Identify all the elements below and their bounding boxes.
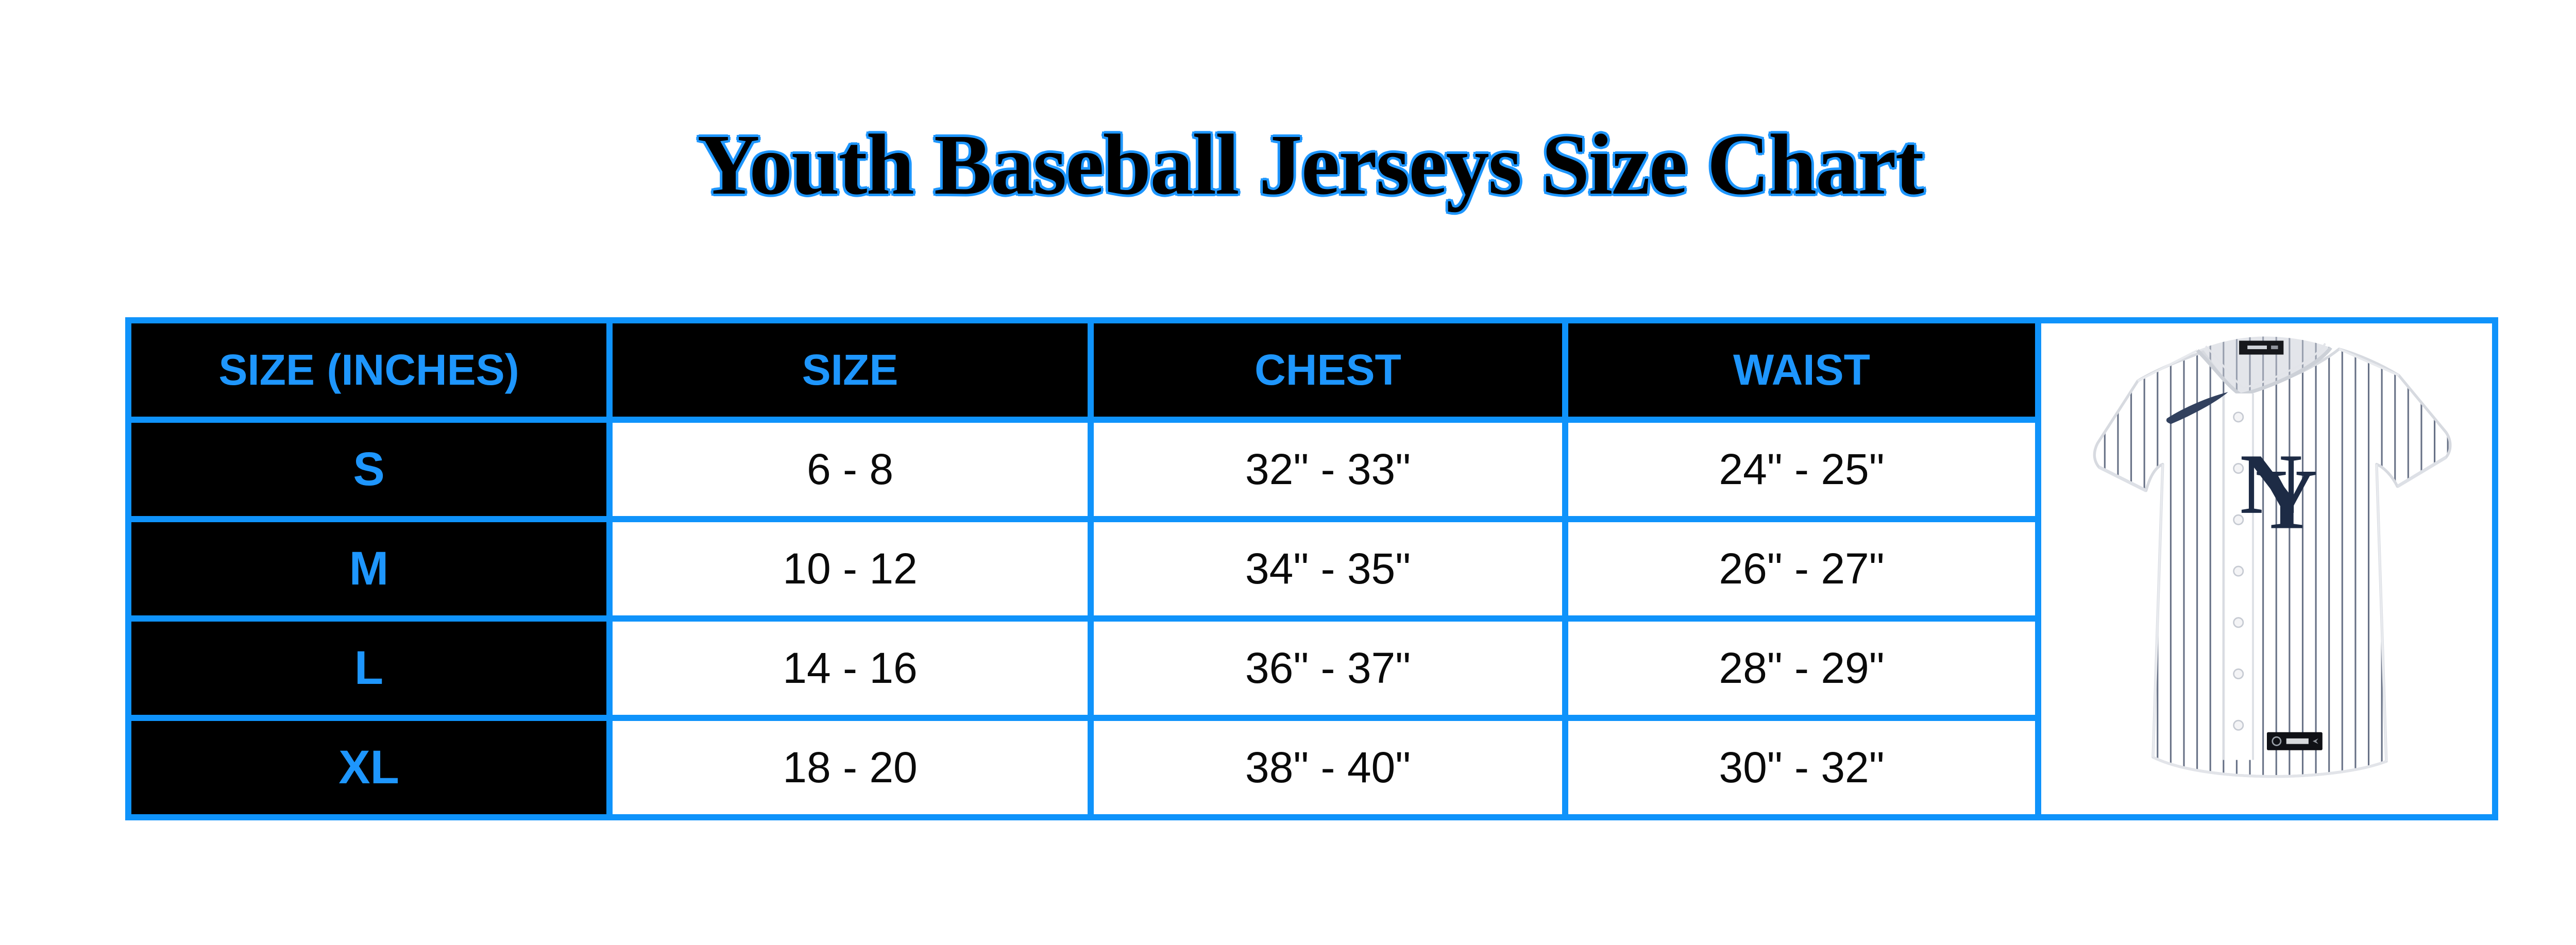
jersey-buttons bbox=[2232, 411, 2244, 731]
cell-waist-xl: 30" - 32" bbox=[1568, 721, 2035, 814]
neck-size-tag bbox=[2239, 340, 2283, 355]
cell-size-xl: 18 - 20 bbox=[613, 721, 1088, 814]
hem-seam bbox=[2152, 755, 2387, 778]
cell-waist-s: 24" - 25" bbox=[1568, 423, 2035, 516]
cell-size-s: 6 - 8 bbox=[613, 423, 1088, 516]
row-label-xl: XL bbox=[131, 721, 606, 814]
jersey-body bbox=[2093, 342, 2452, 778]
cell-chest-l: 36" - 37" bbox=[1094, 622, 1562, 715]
row-label-m: M bbox=[131, 522, 606, 615]
ny-logo-icon: N Y bbox=[2240, 436, 2317, 547]
nike-swoosh-icon bbox=[2166, 391, 2228, 424]
header-size-inches: SIZE (INCHES) bbox=[131, 323, 606, 417]
cell-size-m: 10 - 12 bbox=[613, 522, 1088, 615]
jersey-placket bbox=[2223, 393, 2254, 760]
jersey-image-cell: N Y bbox=[2041, 323, 2492, 814]
row-label-l: L bbox=[131, 622, 606, 715]
header-size: SIZE bbox=[613, 323, 1088, 417]
jock-tag bbox=[2266, 732, 2323, 750]
header-waist: WAIST bbox=[1568, 323, 2035, 417]
cell-chest-xl: 38" - 40" bbox=[1094, 721, 1562, 814]
svg-text:Y: Y bbox=[2255, 452, 2317, 547]
page-title: Youth Baseball Jerseys Size Chart bbox=[697, 117, 1924, 213]
cell-chest-m: 34" - 35" bbox=[1094, 522, 1562, 615]
svg-text:N: N bbox=[2240, 436, 2302, 531]
cell-waist-l: 28" - 29" bbox=[1568, 622, 2035, 715]
jersey-back-collar bbox=[2197, 336, 2331, 395]
cell-chest-s: 32" - 33" bbox=[1094, 423, 1562, 516]
header-chest: CHEST bbox=[1094, 323, 1562, 417]
cell-size-l: 14 - 16 bbox=[613, 622, 1088, 715]
row-label-s: S bbox=[131, 423, 606, 516]
cell-waist-m: 26" - 27" bbox=[1568, 522, 2035, 615]
yankees-jersey-image: N Y bbox=[2093, 336, 2452, 778]
size-chart-table: SIZE (INCHES) SIZE CHEST WAIST bbox=[125, 317, 2498, 820]
